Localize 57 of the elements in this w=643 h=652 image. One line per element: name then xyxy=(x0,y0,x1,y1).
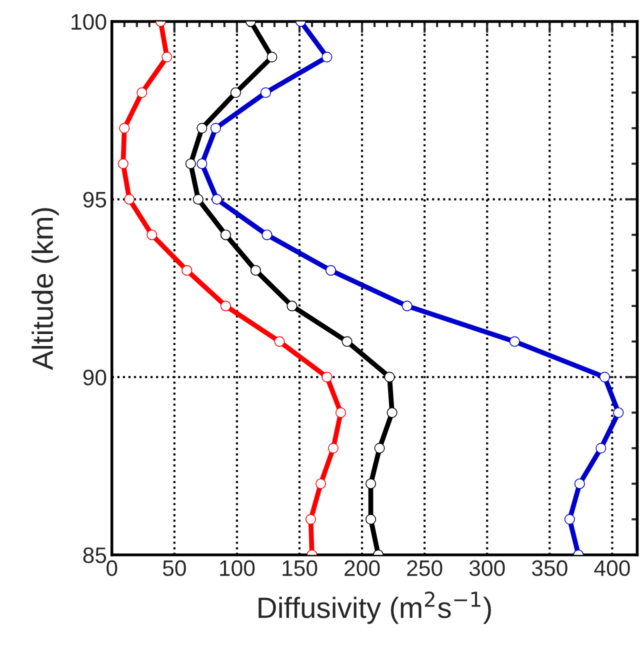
point xyxy=(260,87,272,98)
point xyxy=(509,336,520,347)
point xyxy=(118,158,128,170)
y-tick-label: 90 xyxy=(83,370,106,386)
point xyxy=(374,442,385,454)
point xyxy=(286,300,298,312)
point xyxy=(342,336,352,347)
x-tick-label: 350 xyxy=(532,560,568,576)
x-tick-label: 0 xyxy=(106,560,118,576)
point xyxy=(366,478,376,490)
point xyxy=(599,372,610,382)
x-tick-label: 150 xyxy=(282,560,318,576)
point xyxy=(384,372,395,382)
x-axis-title: Diffusivity (m$^{2}$s$^{−1}$) xyxy=(258,592,491,624)
point xyxy=(315,478,326,490)
x-tick-label: 50 xyxy=(162,560,186,576)
point xyxy=(196,122,208,134)
point xyxy=(386,407,398,418)
y-tick-label: 100 xyxy=(72,14,106,30)
point xyxy=(266,52,278,62)
x-tick-label: 250 xyxy=(407,560,442,576)
x-tick-label: 200 xyxy=(344,560,380,576)
point xyxy=(230,87,241,98)
point xyxy=(596,442,606,454)
point xyxy=(119,122,130,134)
point xyxy=(335,407,346,418)
point xyxy=(162,52,172,62)
point xyxy=(185,158,196,170)
point xyxy=(250,265,262,276)
y-axis-title: Altitude (km) xyxy=(32,208,59,370)
point xyxy=(146,230,158,240)
point xyxy=(220,230,231,240)
x-tick-label: 400 xyxy=(594,560,630,576)
point xyxy=(124,194,135,205)
point xyxy=(182,265,192,276)
point xyxy=(322,372,332,382)
point xyxy=(402,300,412,312)
y-tick-label: 95 xyxy=(83,192,106,208)
point xyxy=(210,122,221,134)
point xyxy=(613,407,624,418)
point xyxy=(192,194,204,205)
point xyxy=(262,230,272,240)
point xyxy=(574,478,585,490)
point xyxy=(220,300,231,312)
point xyxy=(322,52,332,62)
point xyxy=(325,265,336,276)
point xyxy=(136,87,148,98)
point xyxy=(366,514,376,525)
point xyxy=(305,514,316,525)
y-tick-label: 85 xyxy=(83,547,106,564)
point xyxy=(196,158,208,170)
point xyxy=(328,442,339,454)
x-tick-label: 300 xyxy=(469,560,505,576)
point xyxy=(274,336,285,347)
point xyxy=(212,194,222,205)
x-tick-label: 100 xyxy=(220,560,255,576)
point xyxy=(564,514,575,525)
